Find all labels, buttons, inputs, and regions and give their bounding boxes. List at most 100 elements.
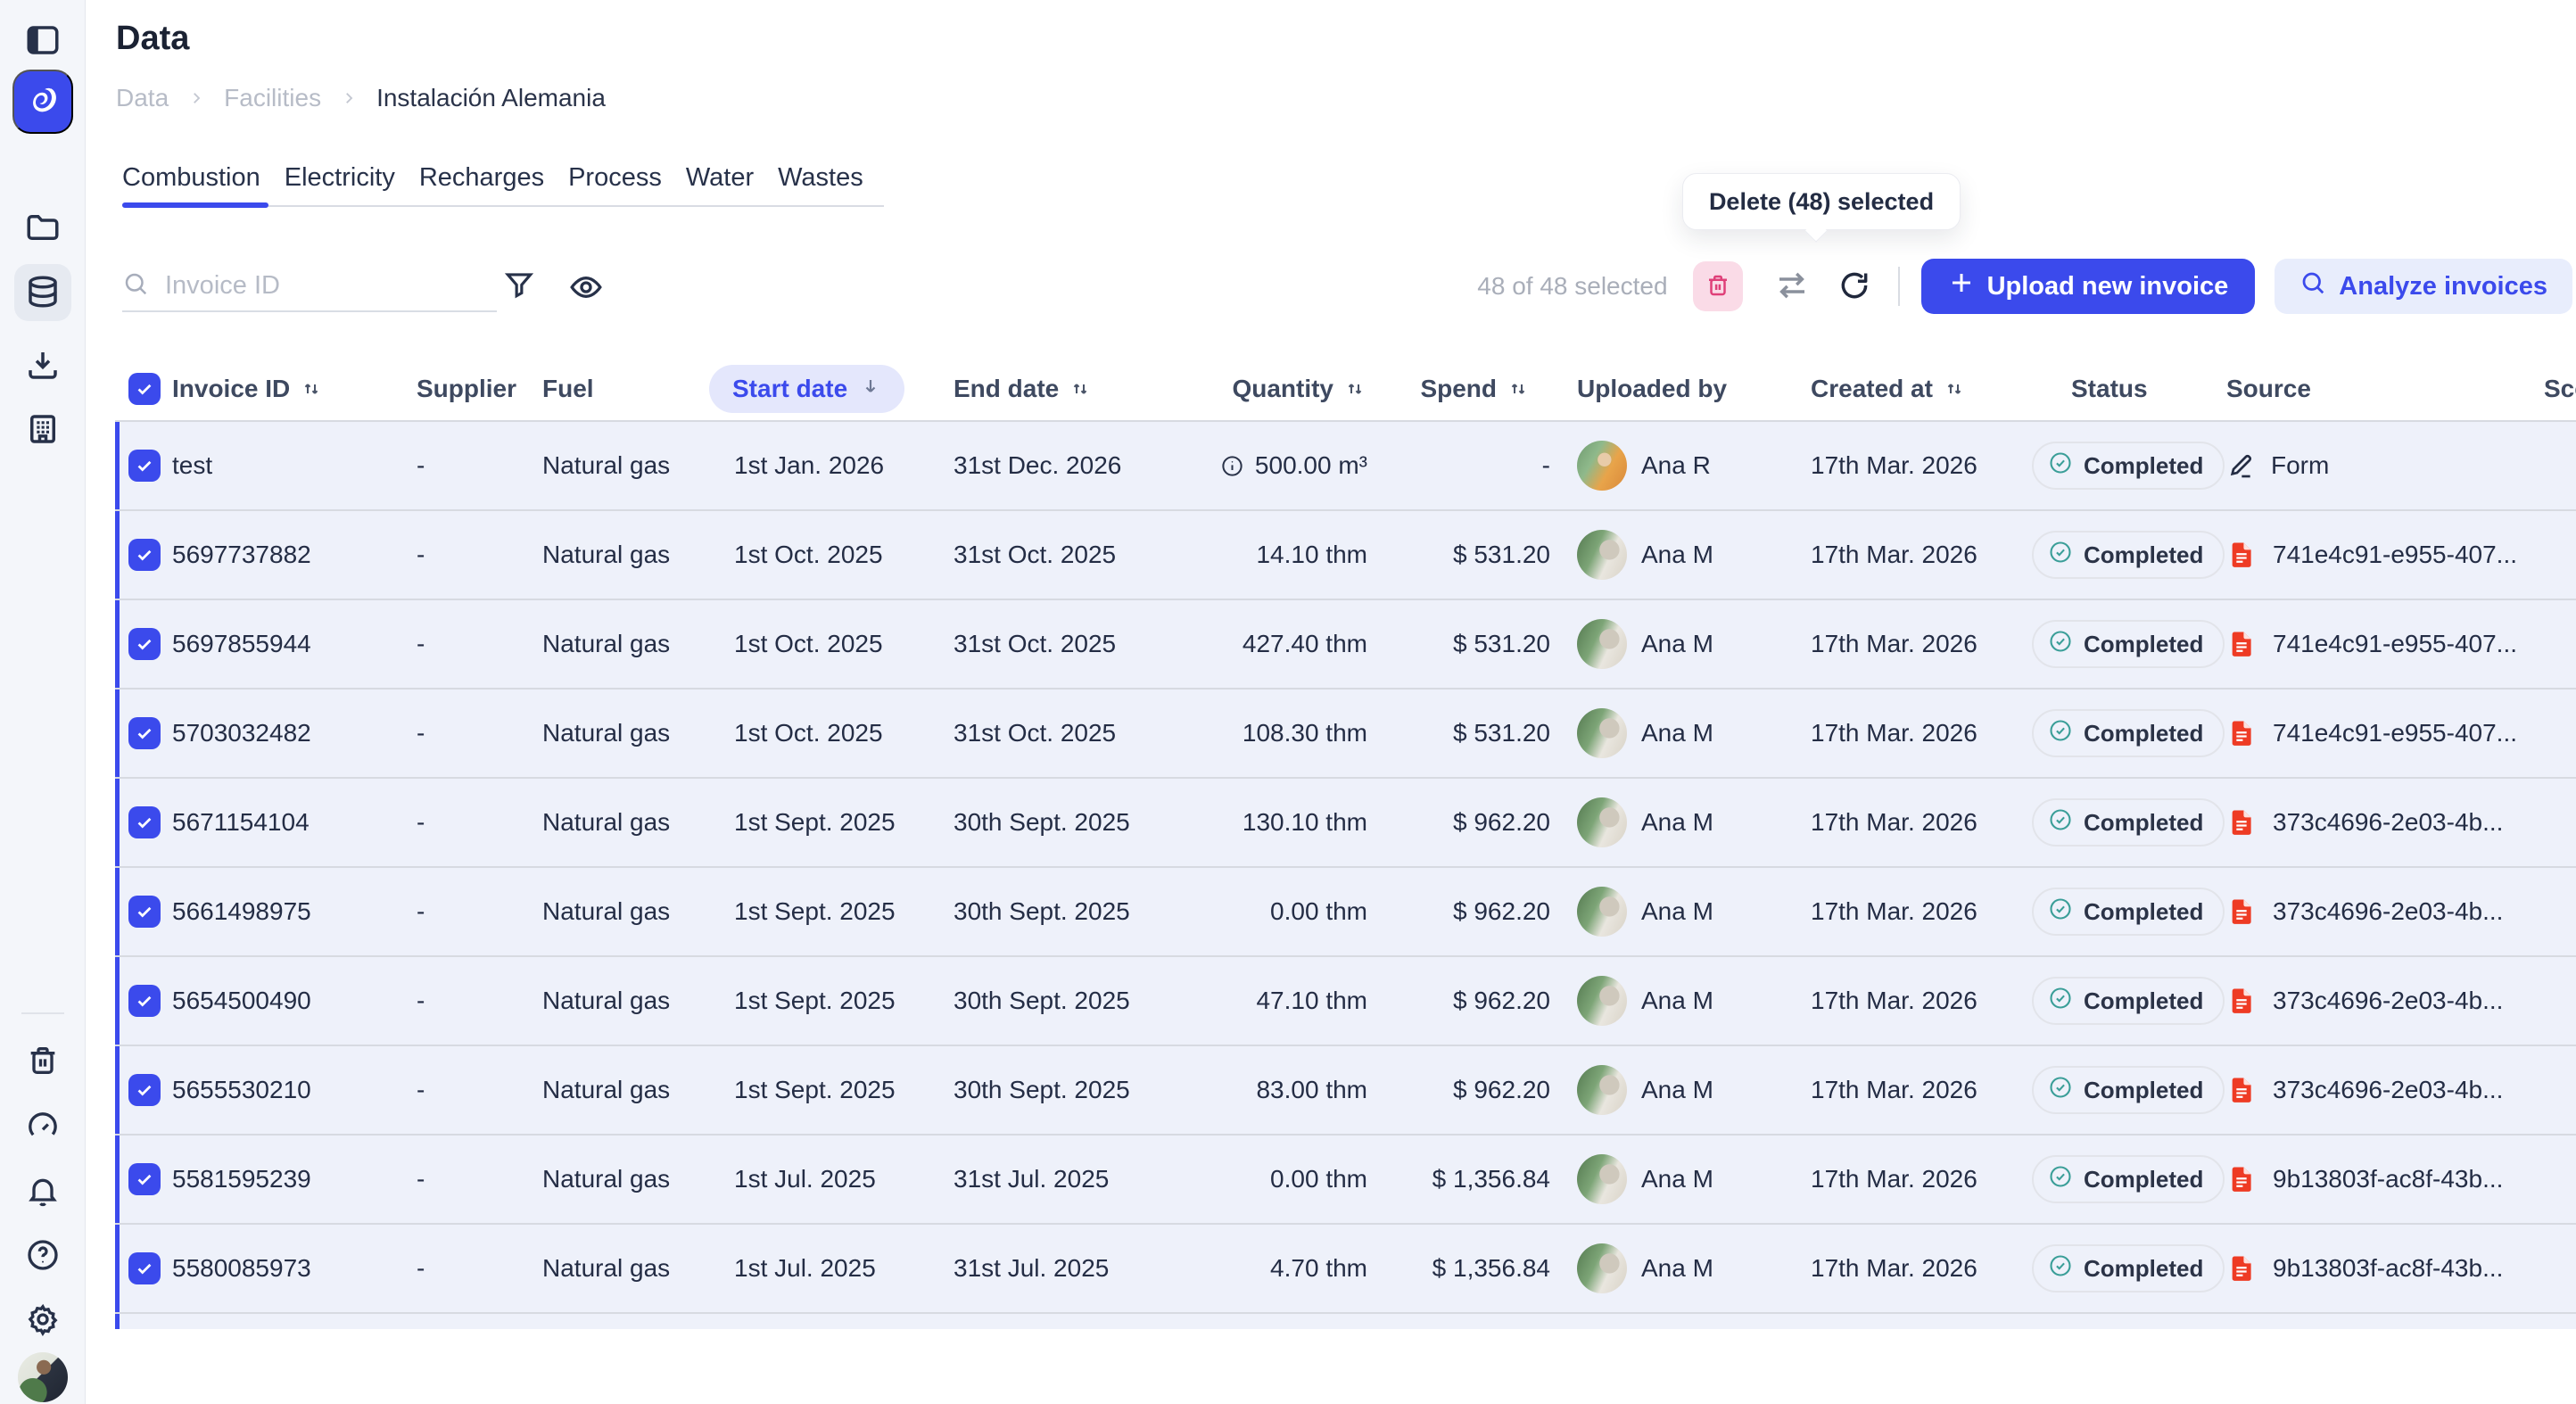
table-row[interactable]: 5671154104 - Natural gas 1st Sept. 2025 … xyxy=(115,777,2576,866)
toolbar-divider xyxy=(1897,267,1900,306)
cell-end-date: 31st Oct. 2025 xyxy=(954,630,1117,657)
refresh-button[interactable] xyxy=(1837,268,1871,305)
transfer-button[interactable] xyxy=(1773,267,1811,307)
app-logo[interactable] xyxy=(12,70,73,134)
sidebar-item-facilities[interactable] xyxy=(14,401,71,458)
column-header-spend[interactable]: Spend xyxy=(1420,375,1550,403)
cell-fuel: Natural gas xyxy=(542,719,671,747)
column-header-end-date[interactable]: End date xyxy=(921,375,1144,403)
column-header-created-at[interactable]: Created at xyxy=(1800,375,2032,403)
tab-recharges[interactable]: Recharges xyxy=(418,163,545,192)
sidebar-item-import[interactable] xyxy=(14,337,71,394)
table-row[interactable]: 5585430943 - Natural gas 1st Jul. 2025 3… xyxy=(115,1312,2576,1329)
select-all-checkbox[interactable] xyxy=(128,372,161,405)
sidebar-toggle-button[interactable] xyxy=(14,12,71,70)
table-row[interactable]: test - Natural gas 1st Jan. 2026 31st De… xyxy=(115,420,2576,509)
cell-source[interactable]: 373c4696-2e03-4b... xyxy=(2192,896,2503,927)
gauge-icon xyxy=(25,1109,61,1147)
table-row[interactable]: 5697737882 - Natural gas 1st Oct. 2025 3… xyxy=(115,509,2576,599)
tab-process[interactable]: Process xyxy=(568,163,662,192)
row-checkbox[interactable] xyxy=(128,806,161,838)
trash-icon xyxy=(1705,272,1731,301)
table-row[interactable]: 5703032482 - Natural gas 1st Oct. 2025 3… xyxy=(115,688,2576,777)
column-visibility-button[interactable] xyxy=(568,269,604,308)
cell-quantity: 108.30 thm xyxy=(1242,719,1367,747)
cell-quantity: 427.40 thm xyxy=(1242,630,1367,657)
sidebar-item-trash[interactable] xyxy=(14,1033,71,1090)
cell-uploaded-by: Ana M xyxy=(1550,1243,1800,1293)
table-row[interactable]: 5655530210 - Natural gas 1st Sept. 2025 … xyxy=(115,1045,2576,1134)
cell-created-at: 17th Mar. 2026 xyxy=(1811,987,1977,1014)
cell-created-at: 17th Mar. 2026 xyxy=(1811,719,1977,747)
table-row[interactable]: 5661498975 - Natural gas 1st Sept. 2025 … xyxy=(115,866,2576,955)
breadcrumb-facilities[interactable]: Facilities xyxy=(224,84,322,111)
cell-end-date: 31st Oct. 2025 xyxy=(954,719,1117,747)
breadcrumb-data[interactable]: Data xyxy=(116,84,169,111)
sidebar-item-settings[interactable] xyxy=(14,1292,71,1349)
row-checkbox[interactable] xyxy=(128,628,161,660)
status-badge: Completed xyxy=(2032,888,2225,936)
status-badge: Completed xyxy=(2032,442,2225,490)
row-checkbox[interactable] xyxy=(128,985,161,1017)
cell-source[interactable]: Form xyxy=(2192,451,2496,480)
row-checkbox[interactable] xyxy=(128,896,161,928)
filter-button[interactable] xyxy=(502,268,536,304)
status-badge: Completed xyxy=(2032,620,2225,668)
sort-icon xyxy=(1069,378,1091,400)
status-badge: Completed xyxy=(2032,1244,2225,1293)
uploader-avatar xyxy=(1577,797,1627,847)
pdf-file-icon xyxy=(2226,540,2257,570)
cell-source[interactable]: 9b13803f-ac8f-43b... xyxy=(2192,1253,2503,1284)
table-row[interactable]: 5580085973 - Natural gas 1st Jul. 2025 3… xyxy=(115,1223,2576,1312)
sidebar-item-notifications[interactable] xyxy=(14,1163,71,1220)
tab-water[interactable]: Water xyxy=(685,163,755,192)
row-checkbox[interactable] xyxy=(128,717,161,749)
cell-fuel: Natural gas xyxy=(542,987,671,1014)
cell-status: Completed xyxy=(2032,977,2225,1025)
tab-electricity[interactable]: Electricity xyxy=(284,163,395,192)
sidebar-item-dashboard[interactable] xyxy=(14,1099,71,1156)
row-checkbox[interactable] xyxy=(128,1252,161,1284)
cell-source[interactable]: 9b13803f-ac8f-43b... xyxy=(2192,1164,2503,1194)
row-checkbox[interactable] xyxy=(128,1163,161,1195)
cell-invoice-id: 5697855944 xyxy=(172,630,311,657)
cell-start-date: 1st Sept. 2025 xyxy=(734,808,896,836)
status-badge: Completed xyxy=(2032,531,2225,579)
cell-source[interactable]: 741e4c91-e955-407... xyxy=(2192,540,2517,570)
cell-invoice-id: 5655530210 xyxy=(172,1076,311,1103)
table-row[interactable]: 5654500490 - Natural gas 1st Sept. 2025 … xyxy=(115,955,2576,1045)
upload-invoice-button[interactable]: Upload new invoice xyxy=(1920,259,2256,314)
page-title: Data xyxy=(116,20,190,57)
sidebar-item-help[interactable] xyxy=(14,1227,71,1284)
tab-wastes[interactable]: Wastes xyxy=(778,163,863,192)
status-badge: Completed xyxy=(2032,977,2225,1025)
cell-invoice-id: 5671154104 xyxy=(172,808,310,836)
column-header-invoice-id[interactable]: Invoice ID xyxy=(172,375,395,403)
cell-source[interactable]: 373c4696-2e03-4b... xyxy=(2192,1075,2503,1105)
cell-source[interactable]: 741e4c91-e955-407... xyxy=(2192,718,2517,748)
cell-status: Completed xyxy=(2032,888,2225,936)
sidebar-item-data[interactable] xyxy=(13,264,71,321)
toolbar-actions: 48 of 48 selected Upload new invoice Ana… xyxy=(1477,259,2572,314)
cell-fuel: Natural gas xyxy=(542,1076,671,1103)
cell-created-at: 17th Mar. 2026 xyxy=(1811,1076,1977,1103)
cell-status: Completed xyxy=(2032,1066,2225,1114)
cell-spend: $ 531.20 xyxy=(1453,630,1550,657)
delete-selected-button[interactable] xyxy=(1692,261,1743,311)
cell-source[interactable]: 373c4696-2e03-4b... xyxy=(2192,807,2503,838)
user-avatar[interactable] xyxy=(18,1352,68,1402)
row-checkbox[interactable] xyxy=(128,450,161,482)
cell-source[interactable]: 741e4c91-e955-407... xyxy=(2192,629,2517,659)
row-checkbox[interactable] xyxy=(128,539,161,571)
analyze-invoices-button[interactable]: Analyze invoices xyxy=(2275,259,2572,314)
column-header-quantity[interactable]: Quantity xyxy=(1232,375,1367,403)
table-row[interactable]: 5581595239 - Natural gas 1st Jul. 2025 3… xyxy=(115,1134,2576,1223)
column-header-start-date[interactable]: Start date xyxy=(709,364,921,413)
tab-combustion[interactable]: Combustion xyxy=(122,163,260,192)
tab-bar: Combustion Electricity Recharges Process… xyxy=(122,163,863,214)
row-checkbox[interactable] xyxy=(128,1074,161,1106)
cell-source[interactable]: 373c4696-2e03-4b... xyxy=(2192,986,2503,1016)
table-row[interactable]: 5697855944 - Natural gas 1st Oct. 2025 3… xyxy=(115,599,2576,688)
search-input[interactable] xyxy=(165,270,497,301)
sidebar-item-folder[interactable] xyxy=(14,200,71,257)
